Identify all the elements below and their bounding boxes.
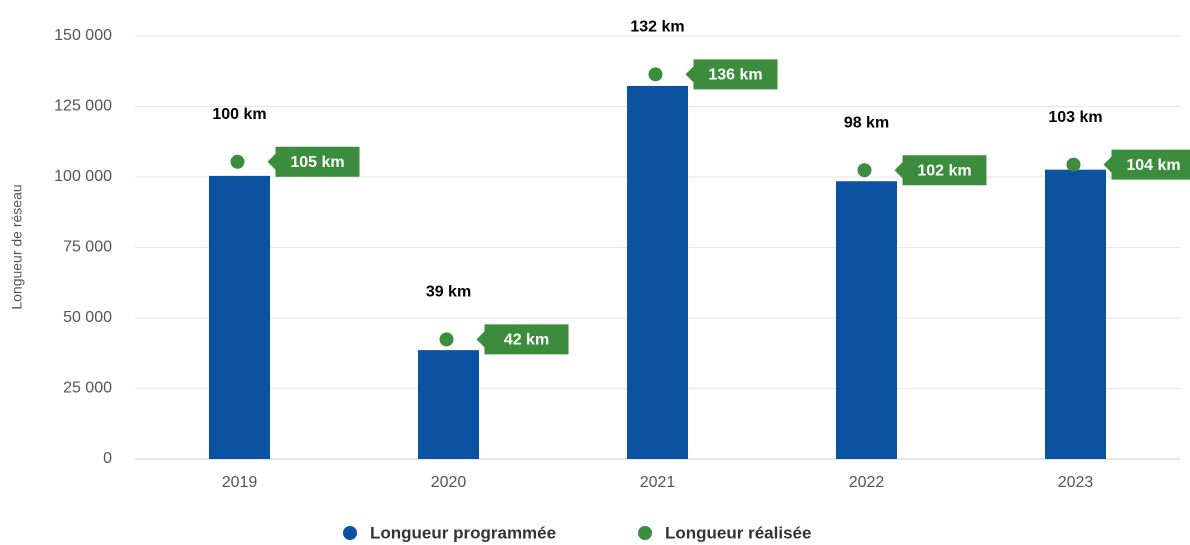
dot (857, 163, 872, 178)
data-label-box (894, 155, 987, 186)
data-label: 132 km (630, 19, 684, 36)
data-label: 100 km (212, 106, 266, 123)
y-tick-label: 150 000 (54, 27, 112, 44)
legend-label: Longueur réalisée (665, 523, 811, 542)
data-label: 136 km (708, 67, 762, 84)
data-label: 103 km (1048, 109, 1102, 126)
data-label: 39 km (426, 284, 471, 301)
legend-swatch (638, 526, 652, 540)
y-axis-title: Longueur de réseau (9, 184, 25, 309)
data-label-box (476, 324, 569, 355)
bar (836, 181, 897, 460)
y-tick-label: 75 000 (63, 239, 112, 256)
bar (209, 175, 270, 459)
x-tick-label: 2022 (849, 474, 885, 491)
x-tick-label: 2021 (640, 474, 676, 491)
x-tick-label: 2023 (1058, 474, 1094, 491)
dot (230, 154, 245, 169)
y-tick-label: 25 000 (63, 380, 112, 397)
y-tick-label: 125 000 (54, 98, 112, 115)
data-label-box (685, 59, 778, 90)
y-tick-label: 0 (103, 450, 112, 467)
bar (1045, 169, 1106, 459)
data-label: 102 km (917, 162, 971, 179)
data-label-box (1103, 149, 1190, 180)
data-label: 105 km (290, 154, 344, 171)
data-label: 42 km (504, 332, 549, 349)
y-tick-label: 50 000 (63, 309, 112, 326)
y-tick-label: 100 000 (54, 168, 112, 185)
data-label-box (267, 146, 360, 177)
bar (627, 85, 688, 459)
data-label: 98 km (844, 114, 889, 131)
legend-swatch (343, 526, 357, 540)
x-tick-label: 2019 (222, 474, 258, 491)
x-tick-label: 2020 (431, 474, 467, 491)
data-label: 104 km (1126, 157, 1180, 174)
bar (418, 350, 479, 459)
legend-label: Longueur programmée (370, 523, 556, 542)
dot (439, 332, 454, 347)
dot (1066, 157, 1081, 172)
dot (648, 67, 663, 82)
